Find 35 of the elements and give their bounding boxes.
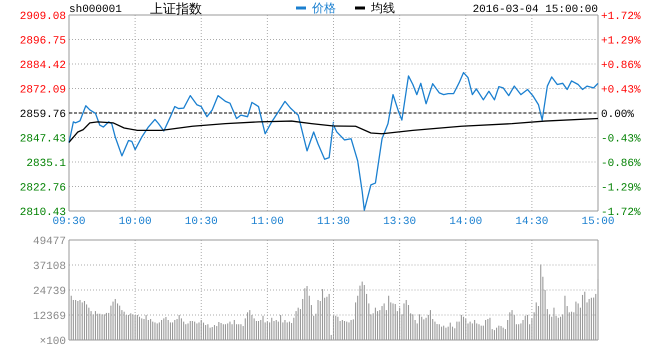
legend-label: 均线 [370,1,395,15]
y-tick-label: 2909.08 [20,10,66,23]
x-tick-label: 14:30 [515,216,548,228]
y-tick-label: 12369 [32,310,66,323]
x-tick-label: 10:00 [118,216,152,228]
y-axis-title: ×100 [40,336,66,348]
x-tick-label: 15:00 [581,216,615,228]
x-tick-label: 14:00 [449,216,482,228]
x-tick-label: 09:30 [52,216,86,228]
annotation: 2016-03-04 15:00:00 [472,4,598,16]
text: 0.00% [601,108,634,121]
y-tick-label: 37108 [32,260,66,273]
y-tick-label: 2896.75 [20,35,66,48]
y-tick-label: 2872.09 [20,84,66,96]
text: +0.86% [601,60,641,72]
text: +1.29% [601,35,641,48]
text: -0.86% [601,158,641,170]
y-tick-label: 2835.1 [26,158,66,170]
y-tick-label: 24739 [32,286,66,298]
y-tick-label: 2859.76 [20,108,66,121]
text: -0.43% [601,133,641,146]
text: +0.43% [601,84,641,96]
annotation: sh000001 [69,4,122,16]
text: -1.29% [601,182,641,194]
chart-title: 上证指数 [150,2,202,17]
x-tick-label: 11:00 [250,216,284,228]
x-tick-label: 11:30 [316,216,350,228]
y-tick-label: 2884.42 [20,60,66,72]
y-tick-label: 2847.43 [20,133,66,146]
y-tick-label: 2822.76 [20,182,66,194]
y-tick-label: 49477 [32,236,66,248]
text: +1.72% [601,10,641,23]
x-tick-label: 10:30 [184,216,218,228]
x-tick-label: 13:30 [383,216,416,228]
legend-label: 价格 [311,1,336,15]
